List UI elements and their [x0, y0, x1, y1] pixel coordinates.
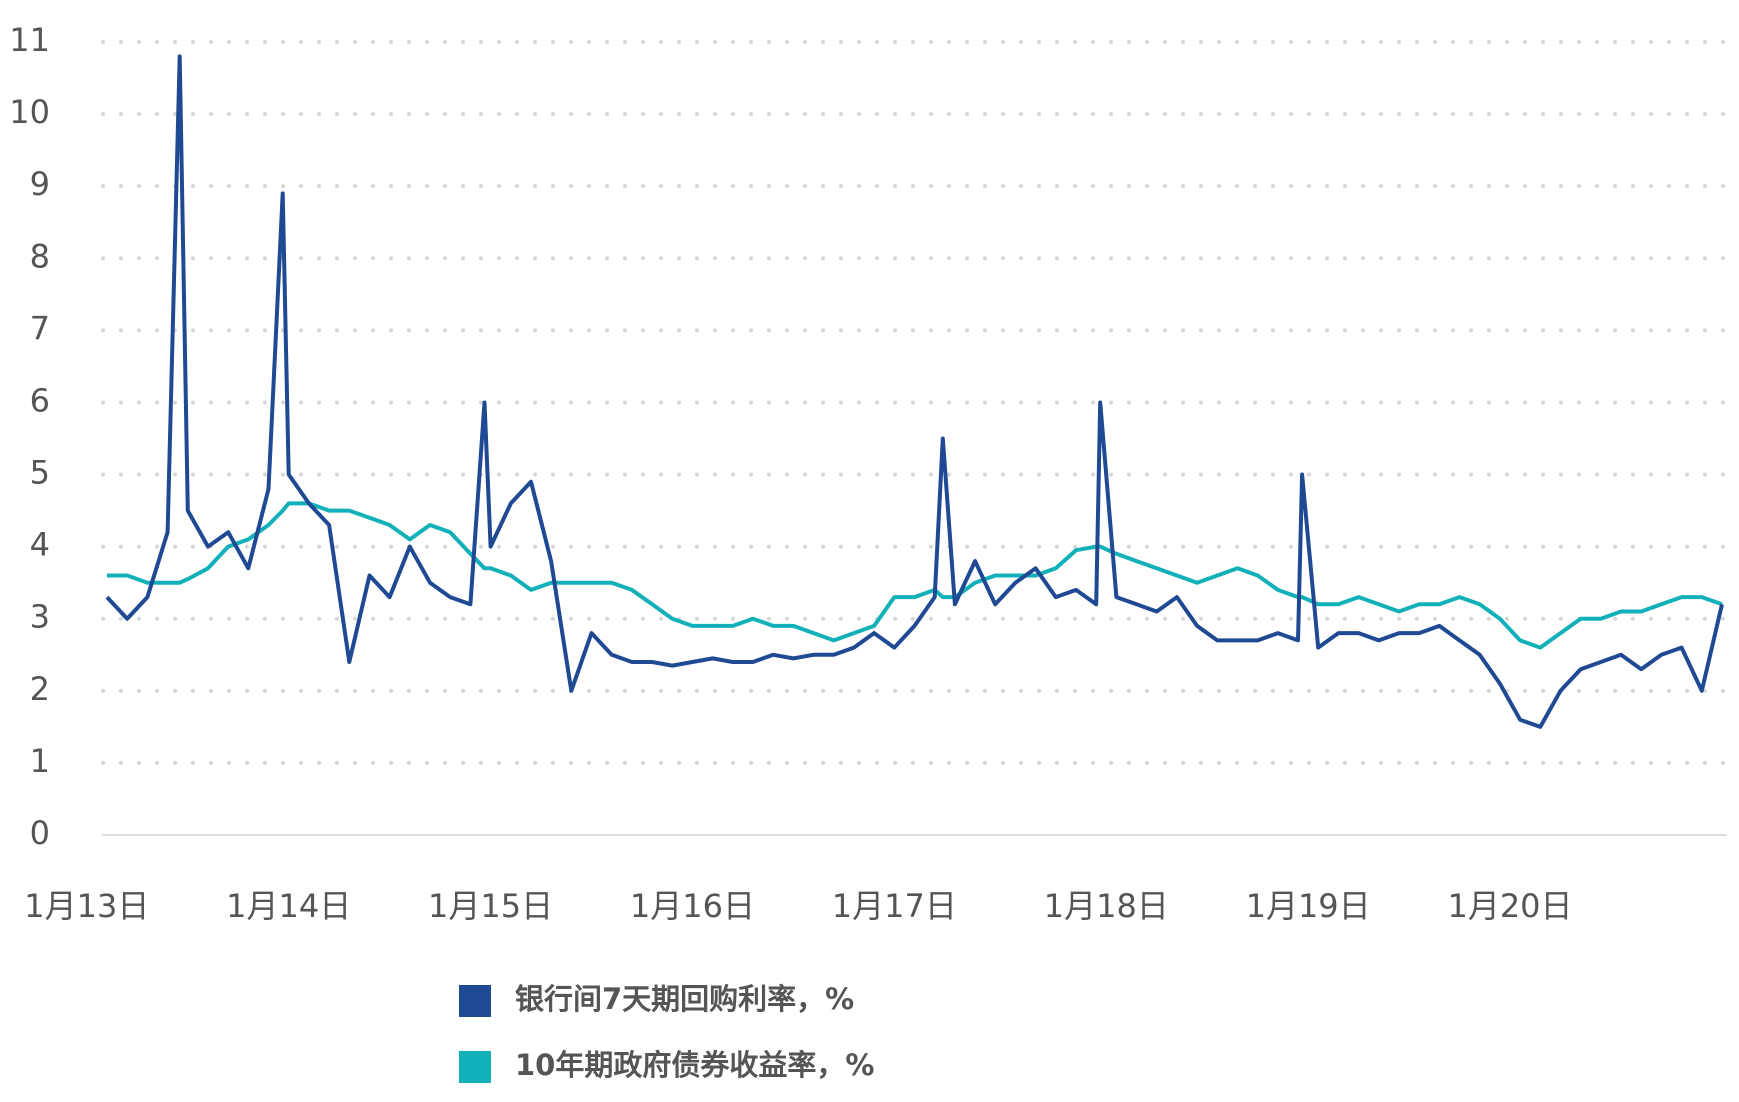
- y-tick-label: 8: [30, 237, 50, 275]
- x-tick-label: 1月17日: [832, 887, 957, 925]
- x-tick-label: 1月20日: [1447, 887, 1572, 925]
- legend-swatch: [459, 985, 491, 1017]
- y-tick-label: 9: [30, 165, 50, 203]
- y-tick-label: 5: [30, 454, 50, 492]
- x-tick-label: 1月19日: [1246, 887, 1371, 925]
- x-tick-label: 1月13日: [24, 887, 149, 925]
- x-tick-label: 1月14日: [226, 887, 351, 925]
- series-line: [105, 54, 1724, 729]
- x-tick-label: 1月16日: [630, 887, 755, 925]
- y-tick-label: 1: [30, 742, 50, 780]
- legend-label: 银行间7天期回购利率，%: [515, 982, 854, 1016]
- y-tick-label: 2: [30, 670, 50, 708]
- x-tick-label: 1月18日: [1044, 887, 1169, 925]
- y-tick-label: 10: [9, 93, 50, 131]
- series-line: [107, 501, 1723, 650]
- y-tick-label: 6: [30, 381, 50, 419]
- legend-label: 10年期政府债券收益率，%: [515, 1048, 874, 1082]
- y-tick-label: 4: [30, 526, 50, 564]
- y-tick-label: 7: [30, 309, 50, 347]
- y-tick-label: 11: [9, 21, 50, 59]
- y-tick-label: 0: [30, 814, 50, 852]
- x-tick-label: 1月15日: [428, 887, 553, 925]
- legend-swatch: [459, 1051, 491, 1083]
- y-tick-label: 3: [30, 598, 50, 636]
